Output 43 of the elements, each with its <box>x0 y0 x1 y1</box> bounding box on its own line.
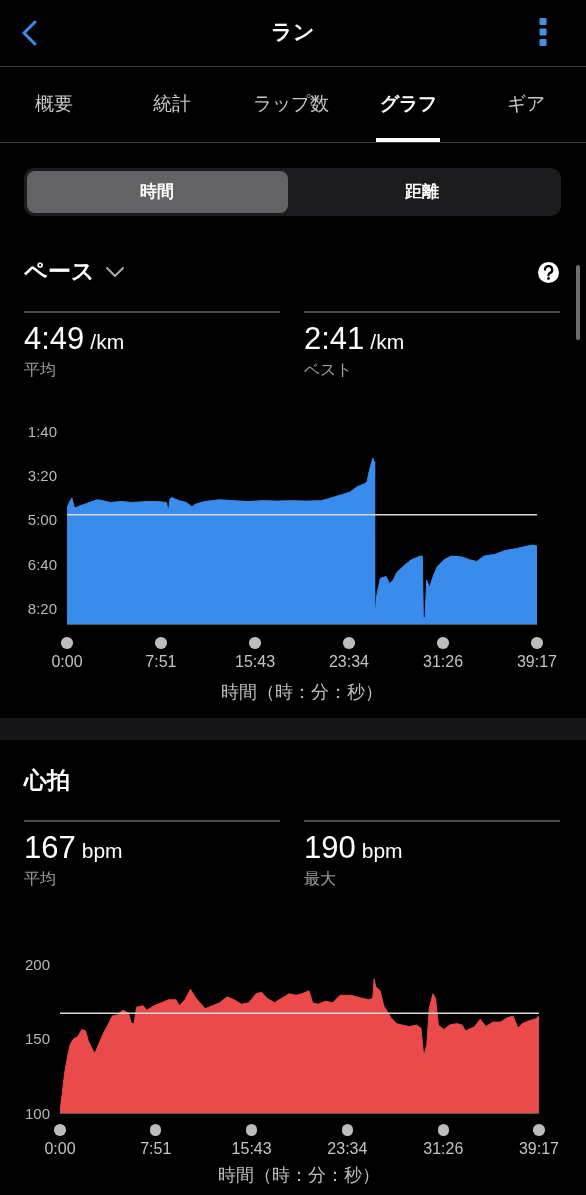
x-tick-label: 7:51 <box>140 1140 172 1158</box>
segmented-control: 時間 距離 <box>24 168 561 216</box>
x-tick-label: 31:26 <box>423 1140 464 1158</box>
text: ベスト <box>304 361 352 378</box>
text: ギア <box>507 93 545 114</box>
x-tick-label: 7:51 <box>145 653 177 671</box>
y-tick-label: 8:20 <box>27 600 57 618</box>
text: bpm <box>361 839 403 862</box>
text: 167 <box>24 830 76 865</box>
text: bpm <box>81 839 123 862</box>
x-tick-label: 15:43 <box>231 1140 272 1158</box>
y-tick-label: 3:20 <box>27 466 57 484</box>
y-tick-label: 1:40 <box>27 422 57 440</box>
text: 190 <box>304 830 356 865</box>
text: ラン <box>271 20 315 43</box>
text: /km <box>370 330 405 353</box>
text: 平均 <box>24 870 56 887</box>
x-tick-label: 23:34 <box>327 1140 368 1158</box>
x-tick-label: 0:00 <box>51 653 83 671</box>
text: 4:49 <box>24 321 85 356</box>
x-tick-label: 23:34 <box>328 653 370 671</box>
y-tick-label: 5:00 <box>27 511 57 529</box>
text: 2:41 <box>304 321 365 356</box>
x-tick-label: 31:26 <box>423 653 464 671</box>
y-tick-label: 100 <box>24 1104 50 1122</box>
text: ラップ数 <box>253 93 329 114</box>
text: 概要 <box>35 93 73 114</box>
text: 統計 <box>153 93 191 114</box>
x-tick-label: 39:17 <box>518 1140 560 1158</box>
y-tick-label: 6:40 <box>27 555 57 573</box>
x-tick-label: 0:00 <box>44 1140 76 1158</box>
text: グラフ <box>379 93 437 114</box>
y-tick-label: 200 <box>24 955 50 973</box>
x-axis-title: 時間（時：分：秒） <box>218 1165 381 1186</box>
x-axis-title: 時間（時：分：秒） <box>220 682 383 703</box>
chart-title: ペース <box>24 258 95 284</box>
text: 平均 <box>24 361 56 378</box>
y-tick-label: 150 <box>24 1030 50 1048</box>
x-tick-label: 39:17 <box>516 653 558 671</box>
text: /km <box>90 330 125 353</box>
x-tick-label: 15:43 <box>235 653 276 671</box>
text: 最大 <box>304 870 336 887</box>
chart-title: 心拍 <box>24 767 70 793</box>
